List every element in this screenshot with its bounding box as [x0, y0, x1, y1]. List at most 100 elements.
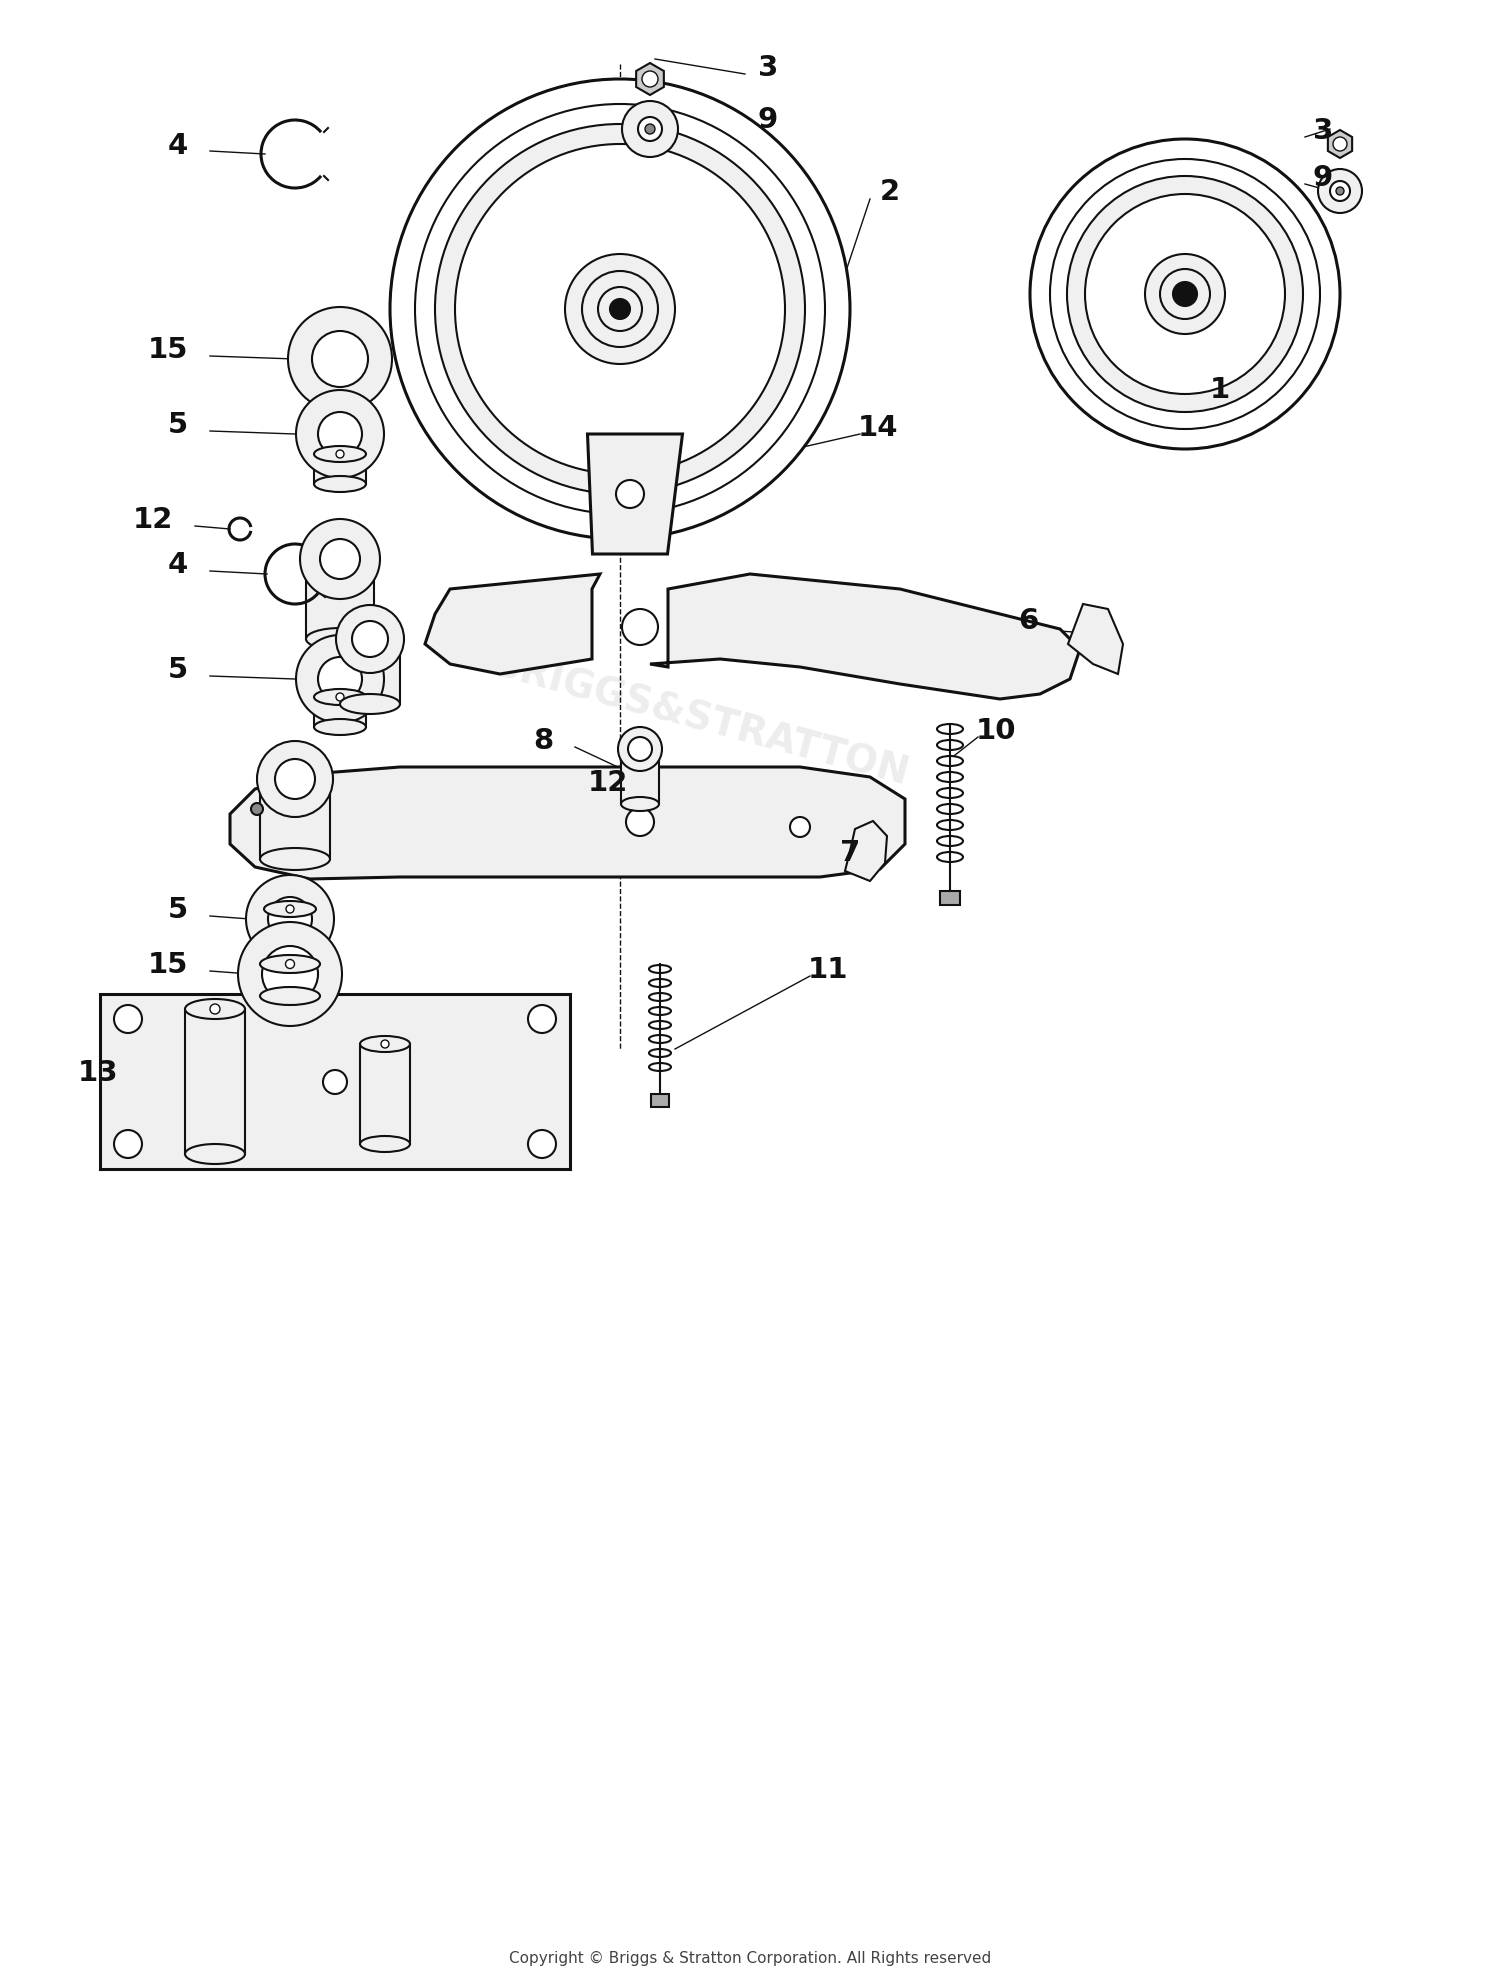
Bar	[314, 454, 366, 486]
Circle shape	[390, 79, 850, 539]
Circle shape	[290, 775, 300, 785]
Bar	[651, 1094, 669, 1108]
Polygon shape	[650, 575, 1080, 700]
Polygon shape	[1328, 131, 1352, 159]
Circle shape	[336, 450, 344, 458]
Ellipse shape	[938, 773, 963, 783]
Text: 2: 2	[880, 178, 900, 206]
Circle shape	[1050, 161, 1320, 430]
Text: 12: 12	[588, 769, 628, 797]
Circle shape	[645, 125, 656, 135]
Circle shape	[251, 803, 262, 815]
Polygon shape	[230, 767, 904, 880]
Ellipse shape	[360, 1037, 410, 1052]
Circle shape	[582, 272, 658, 347]
Ellipse shape	[184, 999, 244, 1019]
Bar	[621, 749, 658, 805]
Circle shape	[1336, 188, 1344, 196]
Ellipse shape	[650, 965, 670, 973]
Circle shape	[1330, 182, 1350, 202]
Text: 15: 15	[147, 335, 188, 365]
Ellipse shape	[306, 549, 374, 571]
Circle shape	[320, 539, 360, 579]
Ellipse shape	[650, 979, 670, 987]
Circle shape	[1084, 194, 1286, 394]
Circle shape	[238, 922, 342, 1027]
Circle shape	[334, 555, 345, 565]
Bar	[940, 892, 960, 906]
Circle shape	[288, 307, 392, 412]
Text: 5: 5	[168, 656, 188, 684]
Circle shape	[114, 1005, 142, 1033]
Text: 10: 10	[975, 717, 1016, 745]
Ellipse shape	[938, 757, 963, 767]
Ellipse shape	[360, 1136, 410, 1152]
Ellipse shape	[650, 1007, 670, 1015]
Ellipse shape	[938, 821, 963, 830]
Text: 14: 14	[858, 414, 898, 442]
Bar	[260, 779, 330, 860]
Circle shape	[636, 745, 644, 753]
Polygon shape	[588, 434, 682, 555]
Circle shape	[352, 622, 388, 658]
Circle shape	[1066, 176, 1304, 412]
Ellipse shape	[650, 1064, 670, 1072]
Circle shape	[528, 1005, 556, 1033]
Circle shape	[566, 256, 675, 365]
Circle shape	[322, 1070, 346, 1094]
Bar	[100, 995, 570, 1169]
Bar	[360, 1045, 410, 1144]
Circle shape	[274, 759, 315, 799]
Text: 5: 5	[168, 896, 188, 924]
Bar	[184, 1009, 244, 1154]
Circle shape	[616, 482, 644, 509]
Circle shape	[454, 145, 784, 476]
Circle shape	[286, 906, 294, 914]
Text: 4: 4	[168, 133, 188, 161]
Text: 13: 13	[78, 1058, 118, 1086]
Ellipse shape	[340, 630, 400, 650]
Text: 9: 9	[1312, 165, 1334, 192]
Text: 1: 1	[1210, 377, 1230, 404]
Bar	[340, 640, 400, 706]
Text: 15: 15	[147, 951, 188, 979]
Text: 3: 3	[1312, 117, 1334, 145]
Bar	[306, 559, 374, 640]
Circle shape	[336, 606, 404, 674]
Ellipse shape	[340, 694, 400, 716]
Ellipse shape	[938, 852, 963, 862]
Circle shape	[1173, 283, 1197, 307]
Circle shape	[1318, 170, 1362, 214]
Bar	[264, 910, 316, 937]
Circle shape	[381, 1041, 388, 1048]
Ellipse shape	[650, 1035, 670, 1043]
Text: 6: 6	[1019, 606, 1038, 634]
Polygon shape	[424, 575, 600, 674]
Text: 3: 3	[758, 54, 778, 81]
Circle shape	[790, 819, 810, 838]
Ellipse shape	[260, 987, 320, 1005]
Circle shape	[626, 809, 654, 836]
Circle shape	[528, 1130, 556, 1157]
Circle shape	[622, 101, 678, 159]
Ellipse shape	[938, 741, 963, 751]
Polygon shape	[1068, 605, 1124, 674]
Ellipse shape	[938, 725, 963, 735]
Circle shape	[435, 125, 806, 496]
Text: 5: 5	[168, 410, 188, 438]
Text: 11: 11	[807, 955, 847, 983]
Circle shape	[336, 694, 344, 702]
Circle shape	[622, 610, 658, 646]
Circle shape	[638, 119, 662, 143]
Circle shape	[1160, 270, 1210, 319]
Ellipse shape	[938, 789, 963, 799]
Circle shape	[312, 331, 368, 388]
Ellipse shape	[264, 902, 316, 918]
Ellipse shape	[650, 993, 670, 1001]
Circle shape	[416, 105, 825, 515]
Circle shape	[262, 947, 318, 1003]
Circle shape	[246, 876, 334, 963]
Ellipse shape	[314, 478, 366, 494]
Circle shape	[318, 658, 362, 702]
Ellipse shape	[314, 719, 366, 735]
